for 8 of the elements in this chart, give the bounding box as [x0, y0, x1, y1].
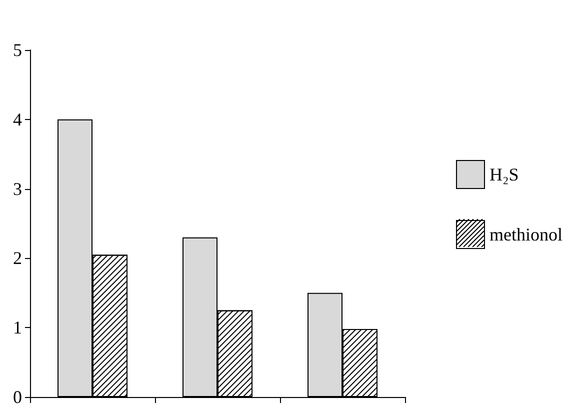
legend-label: methionol: [490, 224, 562, 244]
y-tick-label: 0: [13, 387, 22, 406]
y-tick-label: 1: [13, 318, 22, 338]
y-tick-label: 4: [13, 109, 22, 130]
y-tick-label: 2: [13, 248, 22, 268]
y-tick-label: 5: [13, 40, 22, 60]
y-tick-label: 3: [13, 178, 22, 199]
legend-label: H₂S: [490, 164, 519, 184]
